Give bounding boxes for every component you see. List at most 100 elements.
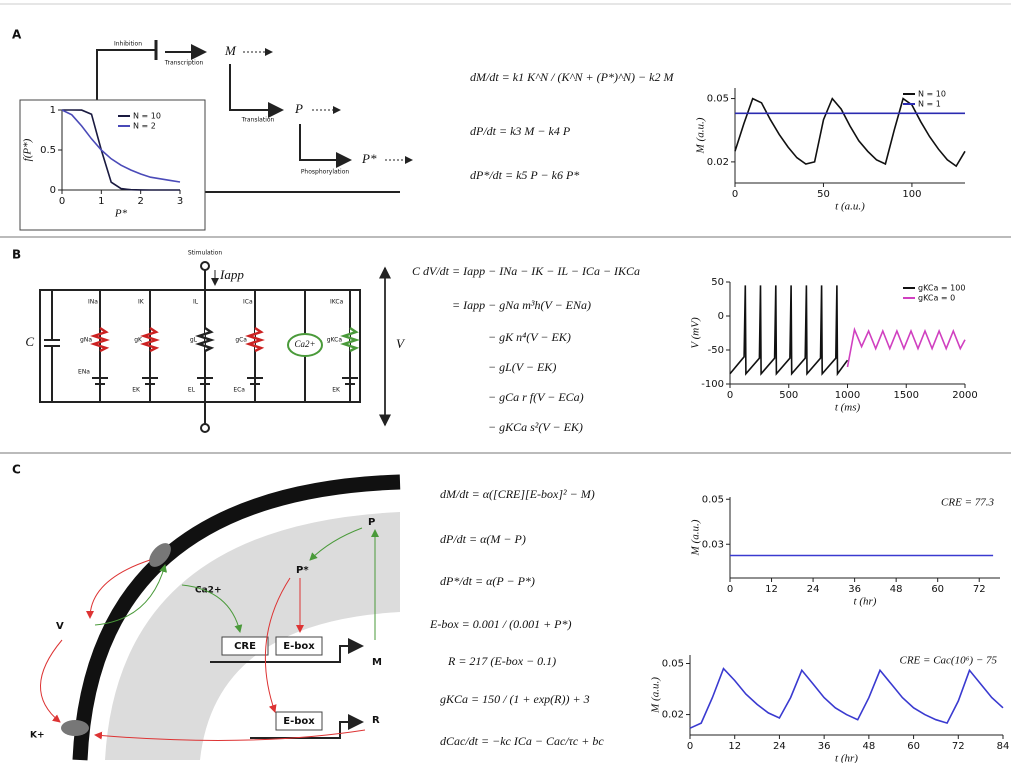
reversal-label: EK (132, 387, 141, 394)
diagram-label: V (56, 621, 64, 632)
x-tick-label: 36 (848, 584, 861, 595)
x-tick-label: 0 (687, 741, 693, 752)
equation: C dV/dt = Iapp − INa − IK − IL − ICa − I… (412, 264, 640, 278)
x-tick-label: 12 (765, 584, 778, 595)
x-tick-label: 0 (727, 390, 733, 401)
y-axis-label: M (a.u.) (650, 677, 662, 714)
panel-label: A (12, 28, 22, 42)
diagram-label: Phosphorylation (301, 169, 350, 176)
equation: dM/dt = k1 K^N / (K^N + (P*)^N) − k2 M (470, 70, 674, 84)
x-tick-label: 2000 (952, 390, 977, 401)
x-tick-label: 100 (902, 189, 921, 200)
diagram-label: E-box (283, 641, 315, 652)
annotation: CRE = 77.3 (941, 497, 994, 509)
y-tick-label: 0.05 (707, 94, 729, 105)
y-tick-label: 0.05 (662, 659, 684, 670)
annotation: CRE = Cac(10⁶) − 75 (900, 655, 998, 667)
panel-label: C (12, 463, 21, 477)
equation: R = 217 (E-box − 0.1) (447, 654, 556, 668)
diagram-label: M (224, 43, 237, 58)
x-tick-label: 24 (807, 584, 820, 595)
x-tick-label: 60 (907, 741, 920, 752)
y-tick-label: 0.05 (702, 494, 724, 505)
diagram-label: V (396, 336, 406, 351)
diagram-label: Stimulation (188, 250, 223, 257)
y-tick-label: 50 (711, 277, 724, 288)
equation: dCac/dt = −kc ICa − Cac/τc + bc (440, 734, 604, 748)
equation: dP/dt = k3 M − k4 P (470, 124, 571, 138)
diagram-label: P* (361, 151, 377, 166)
data-line (735, 99, 965, 167)
equation: − gL(V − EK) (488, 360, 556, 374)
x-tick-label: 48 (890, 584, 903, 595)
x-axis-label: t (ms) (835, 402, 861, 414)
channel (61, 720, 89, 736)
terminal (201, 424, 209, 432)
x-tick-label: 72 (973, 584, 986, 595)
diagram-label: Translation (241, 117, 275, 124)
diagram-label: P* (296, 565, 309, 576)
y-axis-label: M (a.u.) (690, 519, 702, 556)
y-axis-label: V (mV) (690, 317, 702, 349)
y-axis-label: M (a.u.) (695, 117, 707, 154)
x-tick-label: 3 (177, 196, 183, 207)
x-axis-label: t (hr) (835, 753, 858, 763)
y-tick-label: 0.02 (707, 157, 729, 168)
reversal-label: EL (188, 387, 196, 394)
inhibition-line (97, 50, 155, 100)
legend-label: N = 1 (918, 100, 941, 109)
reversal-label: ENa (78, 369, 90, 376)
x-axis-label: P* (114, 208, 128, 220)
current-label: INa (88, 299, 98, 306)
conductance-label: gKCa (327, 337, 343, 344)
current-label: IL (193, 299, 199, 306)
branch (92, 290, 358, 402)
x-tick-label: 0 (732, 189, 738, 200)
x-tick-label: 72 (952, 741, 965, 752)
equation: gKCa = 150 / (1 + exp(R)) + 3 (440, 692, 590, 706)
x-axis-label: t (hr) (854, 596, 877, 608)
legend-label: N = 2 (133, 122, 156, 131)
x-tick-label: 24 (773, 741, 786, 752)
diagram-label: Inhibition (114, 41, 142, 48)
x-tick-label: 84 (997, 741, 1010, 752)
legend-label: N = 10 (133, 112, 161, 121)
x-tick-label: 0 (727, 584, 733, 595)
diagram-label: R (372, 715, 380, 726)
diagram-label: P (294, 101, 303, 116)
x-tick-label: 36 (818, 741, 831, 752)
figure: A Inhibition Transcription M Translation… (0, 0, 1011, 763)
diagram-label: C (25, 334, 34, 349)
data-line (848, 330, 966, 367)
legend-label: N = 10 (918, 90, 946, 99)
diagram-label: K+ (30, 731, 45, 741)
data-line (730, 285, 848, 373)
equation: dP*/dt = α(P − P*) (440, 574, 535, 588)
equation: = Iapp − gNa m³h(V − ENa) (452, 298, 591, 312)
arrow (230, 64, 282, 110)
x-axis-label: t (a.u.) (835, 201, 865, 213)
reversal-label: EK (332, 387, 341, 394)
x-tick-label: 1 (98, 196, 104, 207)
conductance-label: gCa (235, 337, 247, 344)
diagram-label: CRE (234, 641, 256, 652)
y-tick-label: -100 (701, 379, 724, 390)
diagram-label: P (368, 517, 375, 528)
equation: dP*/dt = k5 P − k6 P* (470, 168, 579, 182)
legend-label: gKCa = 0 (918, 294, 955, 303)
y-tick-label: 0.02 (662, 710, 684, 721)
y-tick-label: 0 (50, 185, 56, 196)
equation: − gK n⁴(V − EK) (488, 330, 571, 344)
current-label: ICa (243, 299, 253, 306)
terminal (201, 262, 209, 270)
y-tick-label: 0 (718, 311, 724, 322)
y-tick-label: -50 (708, 345, 724, 356)
x-tick-label: 12 (728, 741, 741, 752)
diagram-label: Iapp (219, 267, 244, 282)
equation: − gKCa s²(V − EK) (488, 420, 583, 434)
y-axis-label: f(P*) (22, 138, 34, 161)
diagram-label: Ca2+ (195, 586, 221, 596)
x-tick-label: 1500 (894, 390, 919, 401)
current-label: IKCa (330, 299, 344, 306)
panel-label: B (12, 248, 21, 262)
